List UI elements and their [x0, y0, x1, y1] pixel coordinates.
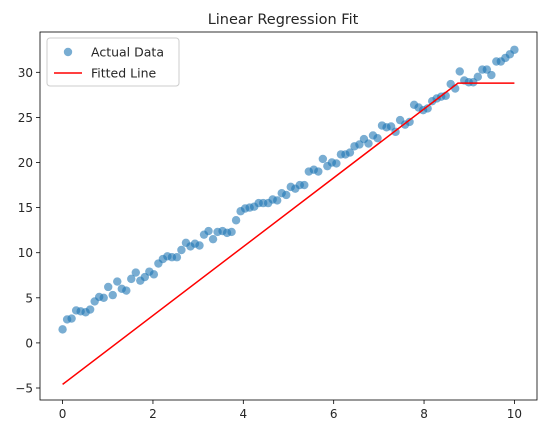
x-tick-label: 10	[507, 407, 522, 421]
data-point-70	[373, 133, 382, 143]
data-point-95	[487, 70, 496, 80]
y-tick-label: 0	[25, 336, 33, 350]
data-point-88	[455, 67, 464, 76]
y-tick-label: 10	[18, 246, 33, 260]
x-tick-label: 0	[59, 407, 67, 421]
data-point-33	[204, 226, 213, 236]
y-tick-label: 30	[18, 66, 33, 80]
data-point-1	[58, 325, 67, 334]
legend: Actual Data Fitted Line	[46, 37, 180, 87]
data-point-16	[127, 274, 136, 284]
x-tick-label: 4	[239, 407, 247, 421]
data-point-27	[177, 245, 186, 255]
data-point-92	[473, 72, 483, 82]
data-point-58	[318, 154, 328, 164]
data-point-68	[364, 139, 373, 148]
axes-frame	[39, 31, 538, 401]
data-point-13	[113, 277, 122, 286]
data-point-100	[510, 45, 519, 54]
data-point-3	[67, 314, 76, 323]
data-point-12	[108, 290, 117, 300]
data-point-48	[273, 196, 282, 205]
data-point-61	[332, 159, 341, 168]
fitted-line	[62, 82, 515, 385]
y-tick-label: 15	[18, 201, 33, 215]
data-point-10	[99, 293, 108, 303]
legend-label: Actual Data	[91, 45, 164, 60]
y-tick-label: 25	[18, 111, 33, 125]
data-point-34	[208, 234, 218, 244]
data-point-50	[282, 190, 291, 200]
plot-area: 0 2 4 6 8 10 −5 0 5 10 15 20 25 30	[15, 31, 538, 421]
chart-title: Linear Regression Fit	[208, 12, 359, 28]
data-point-21	[149, 270, 159, 279]
data-point-64	[345, 148, 355, 157]
y-tick-label: 5	[25, 291, 33, 305]
data-point-15	[122, 286, 131, 295]
x-tick-label: 2	[149, 407, 157, 421]
data-point-57	[314, 167, 323, 176]
y-tick-label: −5	[15, 382, 33, 396]
data-point-7	[85, 305, 95, 314]
data-point-17	[131, 268, 140, 277]
legend-marker-scatter	[63, 47, 73, 57]
data-point-39	[231, 216, 241, 225]
data-point-77	[405, 117, 414, 127]
x-tick-label: 6	[330, 407, 338, 421]
y-tick-label: 20	[18, 156, 33, 170]
data-point-11	[104, 282, 113, 292]
data-point-26	[172, 253, 182, 262]
legend-label: Fitted Line	[91, 66, 157, 81]
data-point-81	[423, 104, 432, 113]
data-point-31	[195, 241, 204, 250]
legend-box	[46, 37, 180, 87]
data-point-38	[227, 227, 236, 237]
data-point-54	[300, 180, 309, 190]
x-tick-label: 8	[420, 407, 428, 421]
